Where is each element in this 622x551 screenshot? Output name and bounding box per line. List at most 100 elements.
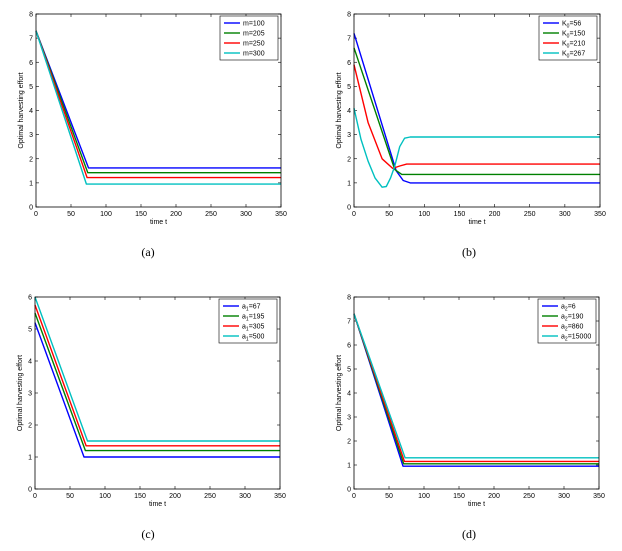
plot-frame (353, 13, 601, 208)
legend-label: a1=305 (242, 324, 265, 333)
legend-label: m=300 (243, 51, 265, 58)
x-tick-label: 250 (205, 211, 217, 218)
y-tick-label: 1 (29, 180, 33, 187)
x-tick-label: 150 (134, 493, 146, 500)
x-axis-label: time t (468, 501, 485, 508)
legend-label: a2=190 (561, 314, 584, 323)
series-line-2 (35, 30, 281, 174)
y-axis-label: Optimal harvesting effort (18, 72, 25, 148)
plot-frame (34, 296, 281, 490)
x-tick-label: 150 (453, 493, 465, 500)
y-tick-label: 3 (347, 415, 351, 422)
y-tick-label: 1 (28, 455, 32, 462)
y-tick-label: 6 (28, 295, 32, 302)
y-tick-label: 8 (347, 295, 351, 302)
y-tick-label: 7 (347, 36, 351, 43)
x-tick-label: 350 (275, 211, 287, 218)
x-tick-label: 300 (559, 211, 571, 218)
y-tick-label: 4 (28, 359, 32, 366)
panel-a: 0 50 100 150 200 250 300 350 0 1 2 3 4 5 6 7 8 time t Opti… (18, 12, 287, 260)
x-tick-label: 0 (34, 211, 38, 218)
series-line-2 (34, 312, 280, 452)
y-axis-label: Optimal harvesting effort (336, 355, 343, 431)
x-tick-label: 150 (454, 211, 466, 218)
x-tick-label: 100 (100, 211, 112, 218)
y-tick-label: 5 (29, 84, 33, 91)
x-tick-label: 0 (352, 493, 356, 500)
series-line-1 (35, 30, 281, 169)
legend-label: K0=150 (562, 31, 585, 40)
x-tick-label: 200 (488, 493, 500, 500)
x-tick-label: 50 (66, 493, 74, 500)
y-tick-label: 5 (347, 367, 351, 374)
y-axis-label: Optimal harvesting effort (17, 355, 24, 431)
x-tick-label: 300 (240, 211, 252, 218)
panel-c: 0 50 100 150 200 250 300 350 0 1 2 3 4 5 6 time t Optima… (17, 295, 286, 542)
legend-label: K0=210 (562, 41, 585, 50)
y-tick-label: 7 (347, 319, 351, 326)
y-tick-label: 0 (29, 205, 33, 212)
y-tick-label: 3 (347, 132, 351, 139)
series-line-3 (34, 304, 280, 447)
y-tick-label: 6 (29, 60, 33, 67)
y-tick-label: 8 (347, 12, 351, 19)
legend-label: K0=267 (562, 51, 585, 60)
plot-frame (353, 296, 600, 490)
x-axis-label: time t (150, 219, 167, 226)
y-tick-label: 4 (347, 391, 351, 398)
y-tick-label: 8 (29, 12, 33, 19)
panel-caption: (b) (462, 245, 476, 259)
x-tick-label: 50 (67, 211, 75, 218)
panel-caption: (c) (141, 527, 154, 541)
x-tick-label: 350 (594, 211, 606, 218)
y-tick-label: 1 (347, 180, 351, 187)
legend-label: a2=15000 (561, 334, 591, 343)
series-line-2 (353, 47, 600, 176)
panel-b: 0 50 100 150 200 250 300 350 0 1 2 3 4 5 6 7 8 time t Opti… (336, 12, 606, 260)
y-tick-label: 2 (347, 439, 351, 446)
y-tick-label: 6 (347, 343, 351, 350)
x-tick-label: 100 (418, 211, 430, 218)
series-line-4 (35, 30, 281, 185)
series-line-4 (353, 107, 600, 188)
y-tick-label: 6 (347, 60, 351, 67)
series-line-1 (34, 322, 280, 458)
y-tick-label: 3 (29, 132, 33, 139)
y-tick-label: 5 (347, 84, 351, 91)
y-tick-label: 2 (28, 423, 32, 430)
y-tick-label: 2 (29, 156, 33, 163)
y-axis-label: Optimal harvesting effort (336, 72, 343, 148)
series-line-3 (35, 30, 281, 179)
legend-label: m=100 (243, 21, 265, 28)
x-tick-label: 200 (169, 493, 181, 500)
y-tick-label: 3 (28, 391, 32, 398)
legend-label: a1=195 (242, 314, 265, 323)
x-tick-label: 250 (204, 493, 216, 500)
y-tick-label: 7 (29, 36, 33, 43)
legend-label: a1=500 (242, 334, 265, 343)
legend-label: a2=6 (561, 304, 576, 313)
y-tick-label: 1 (347, 463, 351, 470)
x-tick-label: 350 (274, 493, 286, 500)
series-line-1 (353, 33, 600, 184)
x-tick-label: 300 (558, 493, 570, 500)
series-line-4 (34, 296, 280, 442)
y-tick-label: 5 (28, 327, 32, 334)
x-tick-label: 350 (593, 493, 605, 500)
plot-frame (35, 13, 282, 208)
legend: m=100 m=205 m=250 m=300 (219, 15, 279, 61)
x-tick-label: 0 (352, 211, 356, 218)
legend-label: m=250 (243, 41, 265, 48)
x-tick-label: 250 (524, 211, 536, 218)
y-tick-label: 0 (347, 205, 351, 212)
legend-label: a2=860 (561, 324, 584, 333)
legend-label: m=205 (243, 31, 265, 38)
legend-label: K0=56 (562, 21, 581, 30)
panel-d: 0 50 100 150 200 250 300 350 0 1 2 3 4 5 6 7 8 time t Opti… (336, 295, 605, 542)
x-tick-label: 50 (385, 211, 393, 218)
x-tick-label: 50 (385, 493, 393, 500)
x-axis-label: time t (468, 219, 485, 226)
